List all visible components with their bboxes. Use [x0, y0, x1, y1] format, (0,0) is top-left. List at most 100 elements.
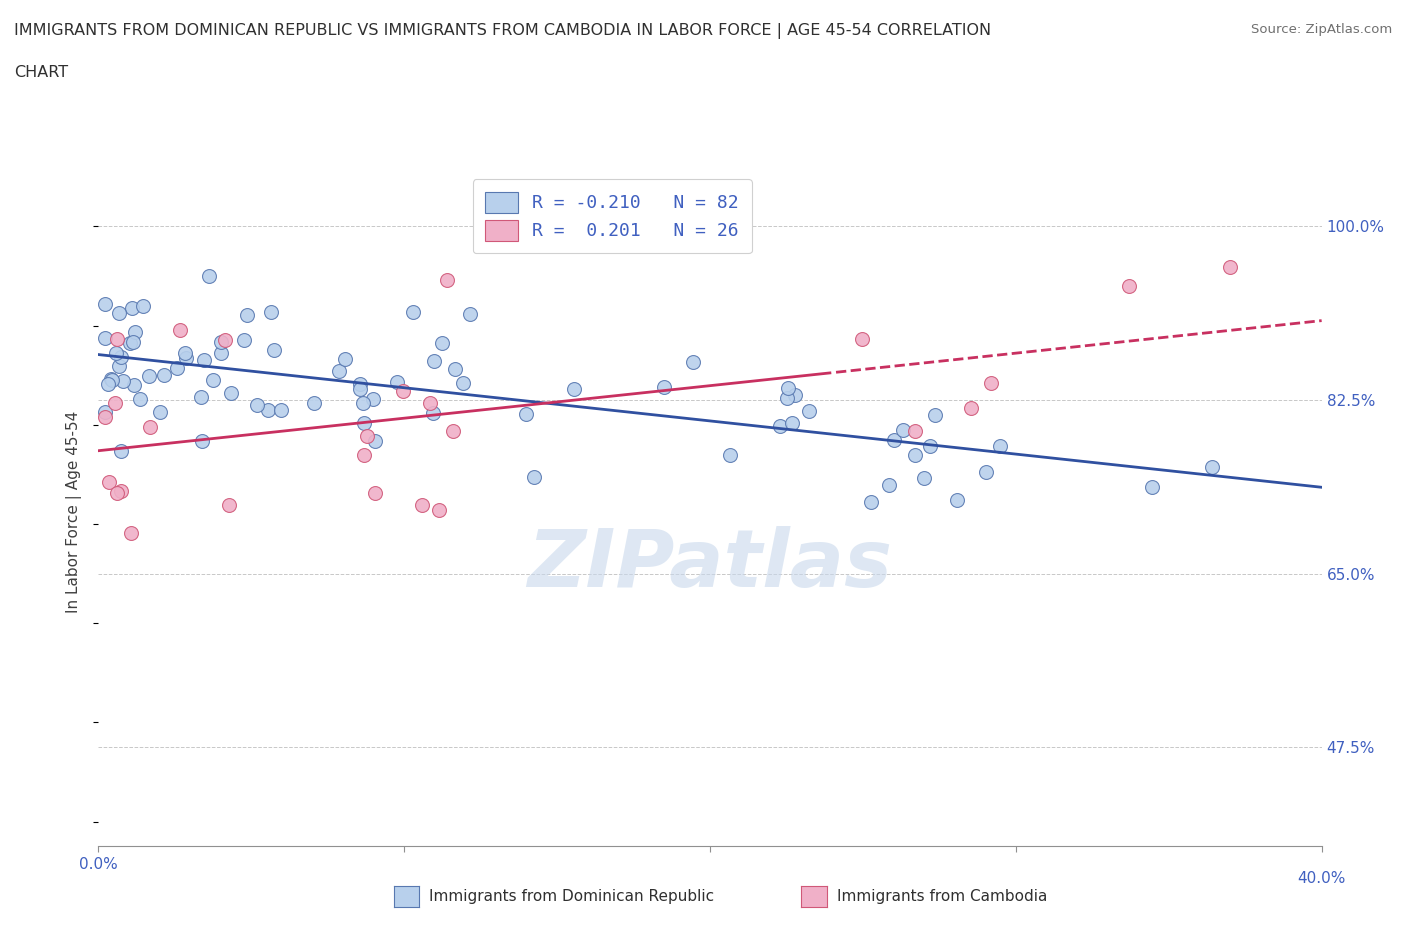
Point	[893, 422, 915, 437]
Point	[980, 376, 1002, 391]
Point	[246, 397, 269, 412]
Point	[353, 447, 375, 462]
Point	[122, 378, 145, 392]
Point	[174, 346, 197, 361]
Point	[190, 390, 212, 405]
Point	[1201, 459, 1223, 474]
Point	[877, 477, 900, 492]
Text: CHART: CHART	[14, 65, 67, 80]
Point	[105, 331, 128, 346]
Text: Immigrants from Cambodia: Immigrants from Cambodia	[837, 889, 1047, 904]
Point	[302, 396, 325, 411]
Point	[652, 379, 675, 394]
Point	[451, 376, 474, 391]
Point	[153, 367, 176, 382]
Point	[260, 304, 283, 319]
Point	[860, 495, 883, 510]
Point	[974, 465, 997, 480]
Point	[166, 360, 188, 375]
Point	[352, 395, 374, 410]
Point	[257, 403, 280, 418]
Point	[132, 299, 155, 313]
Point	[959, 401, 981, 416]
Point	[402, 304, 425, 319]
Point	[93, 296, 115, 311]
Point	[364, 434, 387, 449]
Text: ZIPatlas: ZIPatlas	[527, 526, 893, 605]
Point	[920, 439, 942, 454]
Point	[422, 405, 444, 420]
Point	[851, 332, 873, 347]
Point	[121, 335, 143, 350]
Point	[97, 377, 120, 392]
Point	[270, 403, 292, 418]
Point	[515, 406, 537, 421]
Point	[104, 345, 127, 360]
Point	[924, 407, 946, 422]
Point	[201, 373, 224, 388]
Point	[209, 335, 232, 350]
Point	[436, 272, 458, 287]
Point	[121, 300, 143, 315]
Point	[100, 372, 122, 387]
Point	[93, 405, 115, 419]
Point	[107, 359, 129, 374]
Point	[218, 498, 240, 512]
Point	[105, 485, 128, 500]
Point	[214, 332, 236, 347]
Point	[221, 386, 243, 401]
Point	[769, 418, 792, 433]
Point	[385, 374, 408, 389]
Point	[191, 433, 214, 448]
Point	[419, 396, 441, 411]
Point	[392, 384, 415, 399]
Point	[149, 405, 172, 419]
Point	[441, 423, 464, 438]
Point	[1219, 259, 1241, 274]
Point	[783, 387, 806, 402]
Point	[108, 306, 131, 321]
Point	[232, 332, 254, 347]
Point	[209, 345, 232, 360]
Point	[169, 323, 191, 338]
Point	[335, 352, 357, 366]
Point	[110, 444, 132, 458]
Point	[562, 381, 585, 396]
Text: 40.0%: 40.0%	[1298, 871, 1346, 886]
Point	[104, 395, 127, 410]
Point	[411, 497, 433, 512]
Point	[110, 484, 132, 498]
Point	[988, 438, 1011, 453]
Point	[328, 364, 350, 379]
Point	[100, 372, 122, 387]
Point	[138, 368, 160, 383]
Point	[780, 416, 803, 431]
Point	[120, 525, 142, 540]
Point	[93, 330, 115, 345]
Point	[1118, 278, 1140, 293]
Point	[1142, 480, 1164, 495]
Point	[356, 429, 378, 444]
Point	[904, 424, 927, 439]
Point	[427, 503, 450, 518]
Point	[349, 377, 371, 392]
Text: Source: ZipAtlas.com: Source: ZipAtlas.com	[1251, 23, 1392, 36]
Point	[129, 392, 152, 406]
Point	[118, 336, 141, 351]
Point	[776, 391, 799, 405]
Point	[883, 432, 905, 447]
Legend: R = -0.210   N = 82, R =  0.201   N = 26: R = -0.210 N = 82, R = 0.201 N = 26	[472, 179, 752, 253]
Point	[110, 350, 132, 365]
Point	[349, 381, 371, 396]
Point	[353, 416, 375, 431]
Text: IMMIGRANTS FROM DOMINICAN REPUBLIC VS IMMIGRANTS FROM CAMBODIA IN LABOR FORCE | : IMMIGRANTS FROM DOMINICAN REPUBLIC VS IM…	[14, 23, 991, 39]
Point	[444, 362, 467, 377]
Point	[946, 493, 969, 508]
Point	[720, 447, 742, 462]
Point	[93, 409, 115, 424]
Point	[778, 380, 800, 395]
Point	[193, 352, 215, 367]
Point	[235, 308, 257, 323]
Point	[124, 325, 146, 339]
Point	[523, 470, 546, 485]
